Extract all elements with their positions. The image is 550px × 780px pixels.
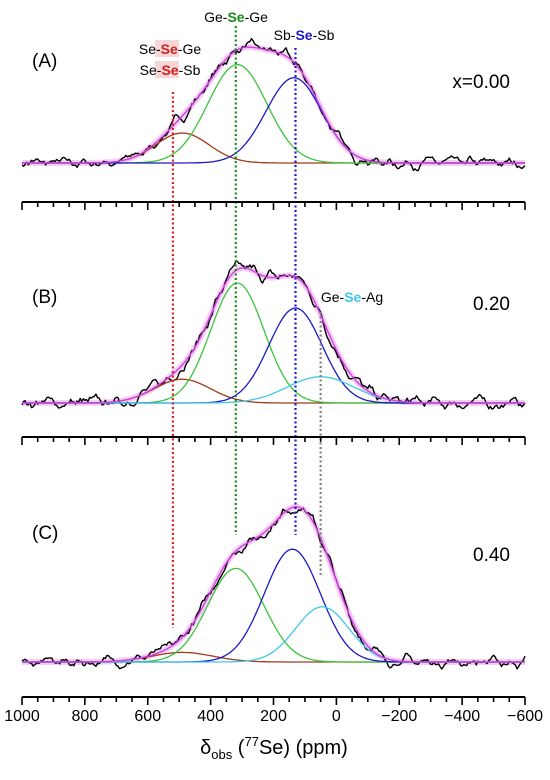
x-tick-label: −400 xyxy=(444,708,480,725)
label-highlight-1 xyxy=(155,40,179,57)
x-tick-label: −200 xyxy=(381,708,417,725)
label-ge-se-ge: Ge-Se-Ge xyxy=(204,9,268,25)
panel-a-composition: x=0.00 xyxy=(452,72,510,93)
x-tick-label: 0 xyxy=(332,708,341,725)
fit-envelope-panel-a xyxy=(20,44,527,166)
label-se-se-sb: Se-Se-Sb xyxy=(140,62,201,78)
experimental-spectrum-panel-b xyxy=(21,260,526,410)
component-ge-se-ge-panel-c xyxy=(22,567,525,663)
fit-curve-panel-b xyxy=(22,267,525,404)
x-tick-label: 800 xyxy=(72,708,99,725)
component-ge-se-ag-panel-b xyxy=(22,376,525,404)
x-axis-label: δobs (77Se) (ppm) xyxy=(200,734,348,762)
label-se-se-ge: Se-Se-Ge xyxy=(139,41,201,57)
component-ge-se-ge-panel-b xyxy=(22,282,525,404)
x-tick-label: 400 xyxy=(197,708,224,725)
x-tick-label: 1000 xyxy=(4,708,40,725)
experimental-spectrum-panel-c xyxy=(21,507,526,670)
label-sb-se-sb: Sb-Se-Sb xyxy=(274,27,335,43)
label-highlight-2 xyxy=(155,61,179,78)
experimental-spectrum-panel-a xyxy=(21,37,526,172)
panel-b-letter: (B) xyxy=(32,287,57,308)
fit-curve-panel-a xyxy=(22,46,525,164)
component-sb-se-sb-panel-a xyxy=(22,77,525,164)
component-se-se-ge-panel-a xyxy=(22,132,525,164)
panel-b-composition: 0.20 xyxy=(473,294,510,315)
panel-c-composition: 0.40 xyxy=(473,545,510,566)
label-ge-se-ag: Ge-Se-Ag xyxy=(321,289,383,305)
component-se-se-ge-panel-b xyxy=(22,378,525,404)
x-tick-label: 200 xyxy=(260,708,287,725)
x-tick-label: 600 xyxy=(134,708,161,725)
component-ge-se-ge-panel-a xyxy=(22,63,525,164)
x-tick-label: −600 xyxy=(507,708,543,725)
panel-a-letter: (A) xyxy=(32,51,57,72)
component-ge-se-ag-panel-c xyxy=(22,606,525,663)
fit-envelope-panel-c xyxy=(20,503,527,665)
component-sb-se-sb-panel-c xyxy=(22,548,525,663)
fit-curve-panel-c xyxy=(22,506,525,663)
panel-c-letter: (C) xyxy=(32,523,58,544)
